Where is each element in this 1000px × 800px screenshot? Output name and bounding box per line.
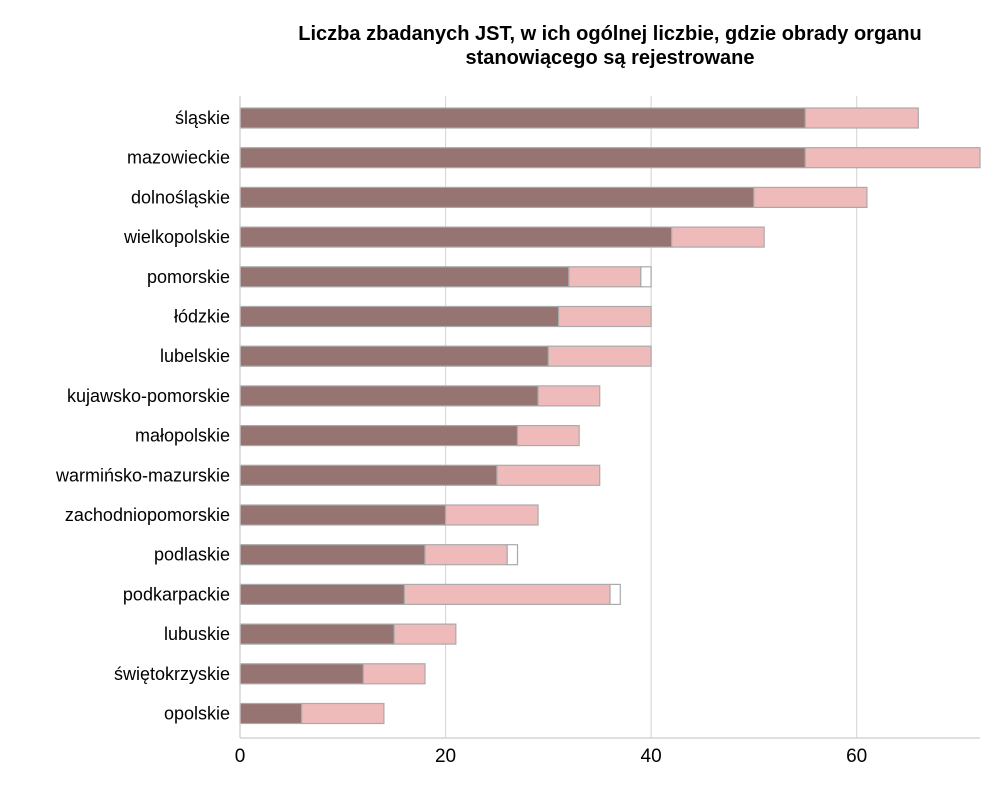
bar-registered-1 — [239, 147, 806, 169]
axes: 0 20 40 60 — [235, 96, 980, 767]
bar-not_registered-14 — [362, 663, 426, 685]
x-tick-label: 60 — [846, 746, 867, 767]
category-label: śląskie — [175, 108, 230, 128]
bar-not_registered-10 — [444, 504, 539, 526]
bar-not_registered-5 — [558, 305, 652, 328]
bar-not_registered-4 — [568, 266, 642, 288]
x-tick-label: 40 — [641, 746, 662, 767]
bar-remainder-11 — [506, 544, 519, 566]
bar-registered-12 — [239, 583, 406, 606]
bar-not_registered-12 — [403, 583, 611, 606]
chart-title-line-2: stanowiącego są rejestrowane — [465, 47, 755, 69]
bar-registered-7 — [239, 385, 539, 407]
bar-not_registered-7 — [537, 385, 601, 407]
category-label: lubelskie — [160, 346, 230, 366]
bar-registered-11 — [239, 544, 426, 566]
bar-not_registered-9 — [496, 464, 601, 486]
bar-registered-5 — [239, 305, 560, 328]
bar-registered-13 — [239, 623, 395, 645]
bar-not_registered-13 — [393, 623, 457, 645]
category-label: świętokrzyskie — [114, 664, 230, 684]
bar-remainder-12 — [609, 583, 621, 606]
bar-not_registered-0 — [804, 107, 919, 129]
category-label: zachodniopomorskie — [65, 505, 230, 525]
category-label: małopolskie — [135, 426, 230, 446]
category-label: pomorskie — [147, 267, 230, 287]
bar-registered-3 — [239, 226, 673, 248]
bar-not_registered-6 — [547, 345, 652, 367]
x-tick-label: 20 — [435, 746, 456, 767]
bars — [239, 107, 981, 725]
category-label: łódzkie — [174, 307, 230, 327]
bar-not_registered-3 — [671, 226, 765, 248]
category-label: opolskie — [164, 704, 230, 724]
bar-registered-14 — [239, 663, 364, 685]
bar-registered-15 — [239, 702, 303, 725]
bar-registered-4 — [239, 266, 570, 288]
category-label: dolnośląskie — [131, 187, 230, 207]
chart-title-line-1: Liczba zbadanych JST, w ich ogólnej licz… — [298, 23, 922, 45]
bar-registered-8 — [239, 425, 519, 447]
bar-registered-10 — [239, 504, 447, 526]
bar-not_registered-2 — [753, 186, 868, 208]
bar-registered-9 — [239, 464, 498, 486]
category-label: wielkopolskie — [123, 227, 230, 247]
category-label: warmińsko-mazurskie — [55, 465, 230, 485]
bar-not_registered-8 — [516, 425, 580, 447]
category-label: mazowieckie — [127, 148, 230, 168]
category-label: lubuskie — [164, 624, 230, 644]
bar-not_registered-15 — [301, 702, 385, 725]
category-label: kujawsko-pomorskie — [67, 386, 230, 406]
category-label: podlaskie — [154, 545, 230, 565]
bar-remainder-4 — [640, 266, 652, 288]
x-tick-label: 0 — [235, 746, 246, 767]
bar-registered-6 — [239, 345, 549, 367]
bar-not_registered-1 — [804, 147, 981, 169]
bar-not_registered-11 — [424, 544, 508, 566]
bar-registered-0 — [239, 107, 806, 129]
bar-registered-2 — [239, 186, 755, 208]
category-label: podkarpackie — [123, 584, 230, 604]
category-labels: śląskie mazowieckie dolnośląskie wielkopols… — [55, 108, 230, 724]
